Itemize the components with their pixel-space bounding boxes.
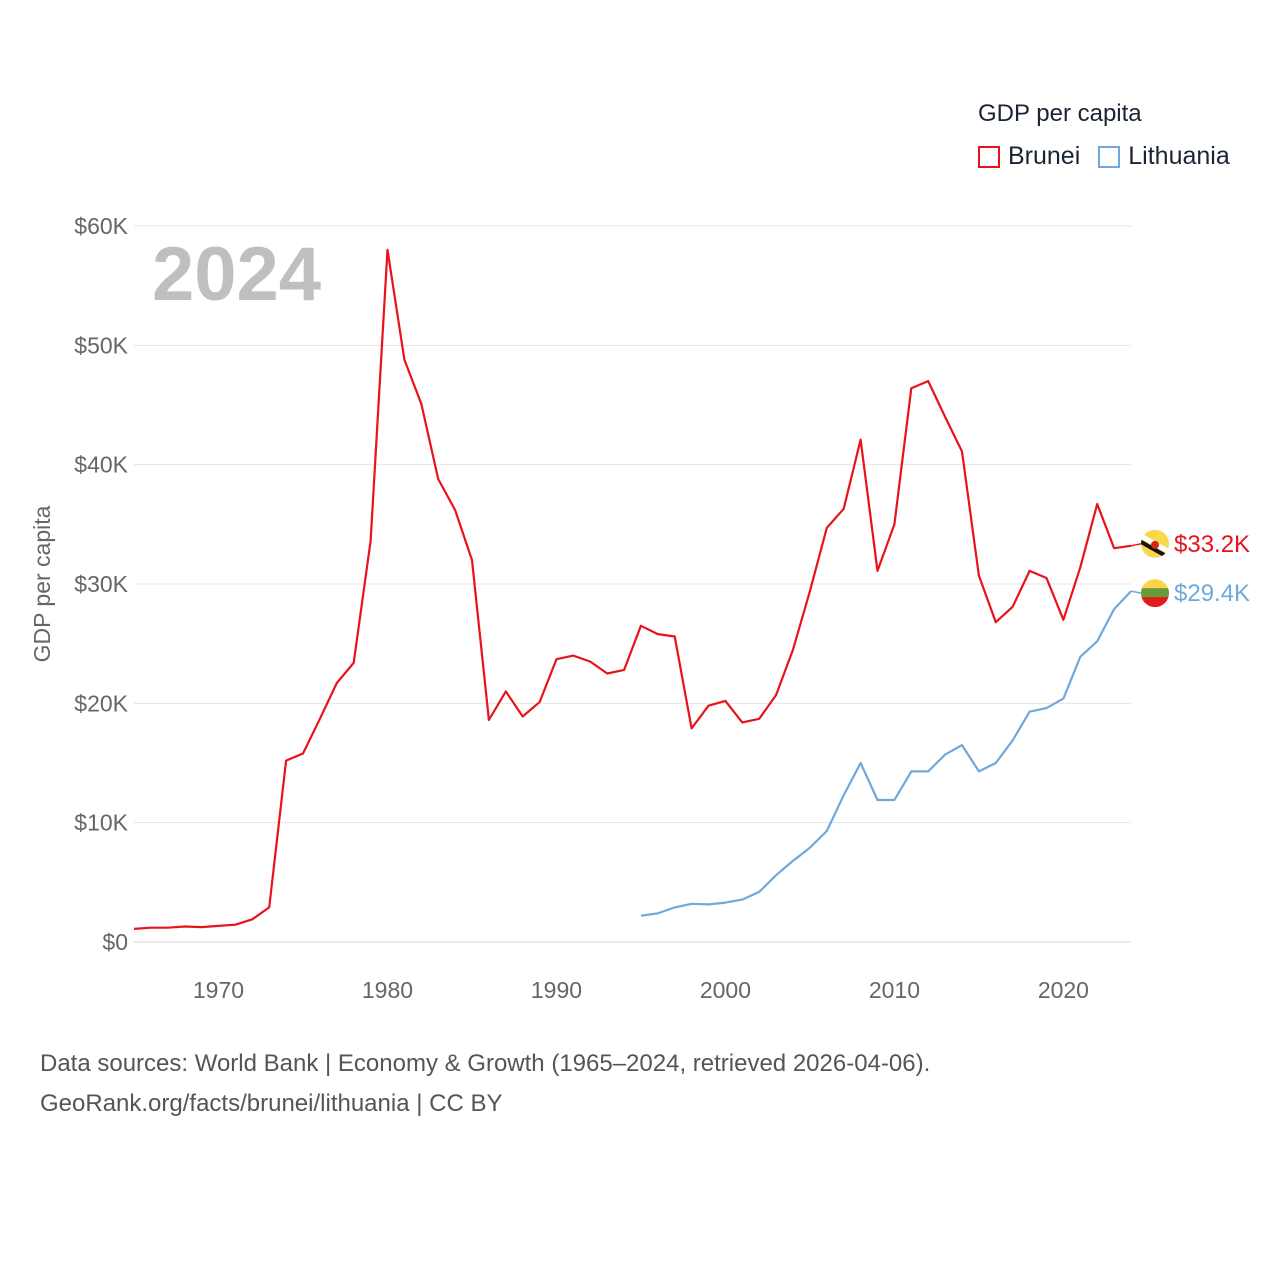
x-tick-label: 2010: [869, 977, 920, 1003]
flag-clip-group: [1141, 579, 1169, 608]
legend-label-lithuania: Lithuania: [1128, 142, 1230, 170]
flag-emblem: [1151, 540, 1159, 549]
y-tick-label: $0: [102, 929, 128, 955]
flag-stripe-red: [1141, 597, 1169, 608]
brunei-flag-icon: [1141, 529, 1169, 558]
y-tick-label: $40K: [74, 452, 128, 478]
lithuania-flag-icon: [1141, 579, 1169, 608]
end-value-label-brunei: $33.2K: [1174, 531, 1250, 558]
y-axis-label: GDP per capita: [29, 505, 55, 662]
legend-label-brunei: Brunei: [1008, 142, 1081, 170]
series-line-lithuania: [640, 590, 1132, 917]
x-tick-label: 1970: [193, 977, 244, 1003]
y-tick-label: $20K: [74, 690, 128, 716]
legend-swatch-brunei: [978, 145, 1000, 168]
legend: Brunei Lithuania: [978, 142, 1248, 171]
x-tick-label: 2000: [700, 977, 751, 1003]
line-chart: $0 $10K $20K $30K $40K $50K $60K 1970 1980 1990 20…: [29, 213, 1250, 1003]
legend-item-brunei[interactable]: Brunei: [978, 142, 1080, 171]
end-connector-brunei: [1130, 543, 1142, 547]
y-tick-label: $30K: [74, 571, 128, 597]
series-line-brunei: [133, 248, 1132, 930]
y-tick-label: $50K: [74, 332, 128, 358]
flag-stripe-green: [1141, 588, 1169, 599]
x-tick-label: 1980: [362, 977, 413, 1003]
y-tick-label: $60K: [74, 213, 128, 239]
legend-item-lithuania[interactable]: Lithuania: [1098, 142, 1230, 171]
legend-swatch-lithuania: [1098, 145, 1121, 168]
y-tick-label: $10K: [74, 810, 128, 836]
source-line-2[interactable]: GeoRank.org/facts/brunei/lithuania | CC …: [40, 1090, 503, 1117]
year-label: 2024: [152, 232, 321, 317]
legend-title: GDP per capita: [978, 100, 1142, 127]
source-line-1: Data sources: World Bank | Economy & Gro…: [40, 1050, 931, 1077]
flag-stripe-yellow: [1141, 579, 1169, 590]
flag-clip-group: [1141, 529, 1169, 558]
source-note: Data sources: World Bank | Economy & Gro…: [40, 1044, 930, 1124]
end-connector-lithuania: [1130, 590, 1142, 594]
end-value-label-lithuania: $29.4K: [1174, 580, 1250, 607]
x-tick-label: 1990: [531, 977, 582, 1003]
x-tick-label: 2020: [1038, 977, 1089, 1003]
